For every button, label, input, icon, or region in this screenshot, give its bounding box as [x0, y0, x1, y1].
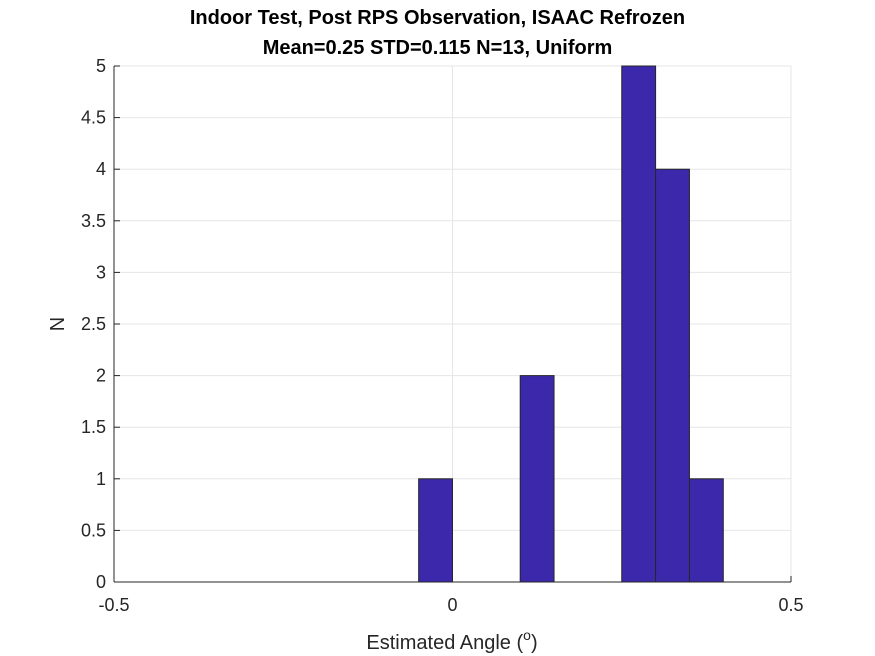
histogram-bar — [621, 65, 657, 583]
y-tick-label: 0.5 — [81, 520, 106, 540]
y-tick-label: 5 — [96, 56, 106, 76]
y-tick-label: 3.5 — [81, 211, 106, 231]
histogram-bar — [655, 168, 690, 583]
axis-labels: Estimated Angle (o) N — [47, 317, 538, 654]
chart-title: Indoor Test, Post RPS Observation, ISAAC… — [189, 7, 686, 29]
x-tick-label: -0.5 — [98, 595, 129, 615]
histogram-bar — [418, 478, 453, 583]
histogram-bar — [519, 375, 555, 583]
y-tick-label: 1 — [96, 469, 106, 489]
histogram-bar — [688, 478, 724, 583]
y-tick-label: 0 — [96, 572, 106, 592]
x-axis-label: Estimated Angle (o) — [366, 627, 537, 654]
y-axis-label: N — [47, 317, 69, 331]
y-tick-label: 4 — [96, 159, 106, 179]
chart-subtitle: Mean=0.25 STD=0.115 N=13, Uniform — [262, 37, 613, 59]
y-tick-label: 3 — [96, 262, 106, 282]
y-tick-label: 2 — [96, 366, 106, 386]
y-tick-label: 1.5 — [81, 417, 106, 437]
y-tick-label: 4.5 — [81, 108, 106, 128]
axes: 0 0.5 1 1.5 2 2.5 3 3.5 4 4.5 5 -0.5 0 0.5 — [81, 56, 804, 615]
y-tick-label: 2.5 — [81, 314, 106, 334]
x-tick-label: 0.5 — [778, 595, 803, 615]
x-tick-label: 0 — [447, 595, 457, 615]
histogram-bars — [418, 65, 724, 583]
